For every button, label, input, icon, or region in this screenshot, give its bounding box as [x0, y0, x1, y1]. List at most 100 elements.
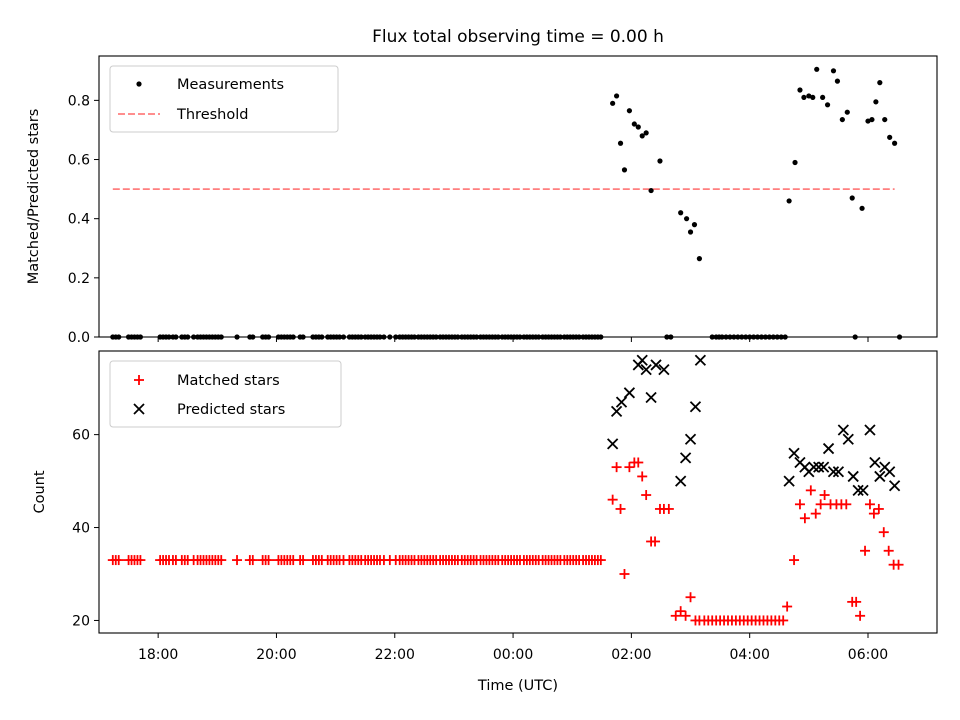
measurement-point — [801, 94, 807, 101]
measurement-point — [657, 158, 663, 164]
top-y-tick-label: 0.2 — [68, 271, 90, 287]
top-y-tick-label: 0.4 — [68, 212, 90, 228]
top-legend-box — [109, 65, 339, 133]
x-tick-label-04-00: 04:00 — [730, 647, 770, 663]
measurement-point — [810, 94, 816, 101]
legend-predicted-marker — [133, 403, 145, 415]
top-y-ticks: 0.0 0.2 0.4 0.6 0.8 — [68, 93, 99, 346]
legend-matched-marker — [134, 375, 144, 385]
matched-star-point — [615, 503, 626, 514]
predicted-star-point — [679, 452, 692, 464]
predicted-star-point — [808, 461, 820, 473]
x-tick-label-20-00: 20:00 — [256, 647, 296, 663]
matched-star-point — [789, 555, 800, 566]
matched-star-point — [641, 490, 652, 501]
matched-star-point — [650, 536, 661, 547]
matched-star-point — [855, 610, 866, 621]
measurement-point — [678, 210, 684, 216]
measurement-point — [797, 87, 803, 93]
predicted-star-point — [610, 405, 623, 418]
predicted-star-point — [615, 396, 628, 408]
measurement-point — [877, 80, 883, 86]
matched-star-point — [805, 485, 816, 496]
predicted-star-point — [788, 447, 800, 459]
matched-star-point — [782, 601, 793, 612]
top-axes-frame — [98, 55, 938, 338]
measurement-point — [887, 134, 893, 140]
measurement-point — [859, 205, 865, 211]
measurement-point — [639, 133, 645, 139]
matched-star-point — [619, 568, 630, 579]
measurement-point — [687, 229, 694, 235]
predicted-star-point — [874, 470, 886, 483]
matched-star-point — [247, 555, 258, 566]
predicted-star-point — [645, 391, 657, 404]
bottom-y-axis-label: Count — [32, 470, 48, 513]
matched-star-point — [611, 462, 622, 473]
matched-star-point — [778, 615, 789, 626]
measurement-point — [844, 109, 850, 115]
matched-star-point — [675, 606, 686, 617]
matched-star-point — [624, 462, 635, 473]
measurement-point — [824, 102, 831, 108]
matched-star-point — [607, 494, 618, 505]
top-y-tick-label: 0.6 — [68, 153, 90, 169]
matched-star-point — [663, 503, 674, 514]
top-x-ticks — [157, 337, 869, 342]
predicted-star-point — [813, 461, 825, 473]
measurement-point — [621, 167, 628, 173]
matched-star-point — [637, 471, 648, 482]
measurement-point — [839, 116, 845, 123]
predicted-star-point — [689, 401, 702, 413]
predicted-star-point — [636, 354, 648, 366]
bottom-y-tick-label: 60 — [72, 428, 90, 444]
predicted-star-point — [783, 475, 795, 487]
matched-star-point — [860, 545, 871, 556]
predicted-star-point — [817, 461, 830, 473]
legend-measurements-marker — [136, 81, 142, 87]
matched-star-point — [232, 555, 243, 566]
predicted-star-point — [842, 433, 854, 445]
matched-star-point — [298, 555, 309, 566]
predicted-star-point — [607, 438, 619, 450]
predicted-star-point — [623, 387, 636, 399]
bottom-y-tick-label: 20 — [72, 613, 90, 629]
legend-measurements-label: Measurements — [177, 77, 284, 93]
top-y-tick-label: 0.8 — [68, 93, 90, 109]
legend-threshold-label: Threshold — [176, 107, 248, 123]
matched-star-point — [878, 527, 889, 538]
measurement-point — [635, 124, 641, 130]
matched-star-point — [873, 503, 884, 514]
predicted-star-point — [837, 424, 849, 436]
matched-star-point — [685, 592, 696, 603]
predicted-star-point — [827, 466, 840, 478]
predicted-star-point — [888, 480, 901, 492]
predicted-star-point — [684, 433, 697, 445]
predicted-star-point — [857, 484, 869, 497]
measurement-point — [643, 130, 649, 136]
bottom-plot-marks — [107, 354, 904, 626]
matched-star-point — [670, 610, 681, 621]
predicted-star-point — [847, 470, 859, 483]
bottom-y-ticks: 20 40 60 — [72, 428, 99, 629]
bottom-x-ticks: 18:00 20:00 22:00 00:00 02:00 04:00 06:00 — [138, 633, 888, 663]
predicted-star-point — [650, 359, 662, 371]
matched-star-point — [680, 610, 691, 621]
measurement-point — [882, 116, 888, 123]
matched-star-point — [595, 555, 606, 566]
predicted-star-point — [675, 475, 687, 487]
matched-star-point — [864, 499, 875, 510]
measurement-point — [820, 94, 826, 101]
measurement-point — [792, 159, 798, 166]
measurement-point — [834, 78, 841, 84]
matched-star-point — [815, 499, 826, 510]
bottom-legend-box — [109, 360, 342, 428]
measurement-point — [786, 198, 792, 204]
predicted-star-point — [694, 354, 707, 366]
predicted-star-point — [852, 484, 864, 497]
measurement-point — [691, 222, 698, 228]
measurement-point — [806, 93, 812, 99]
measurement-point — [683, 216, 690, 222]
matched-star-point — [893, 559, 904, 570]
top-y-tick-label: 0.0 — [68, 330, 90, 346]
